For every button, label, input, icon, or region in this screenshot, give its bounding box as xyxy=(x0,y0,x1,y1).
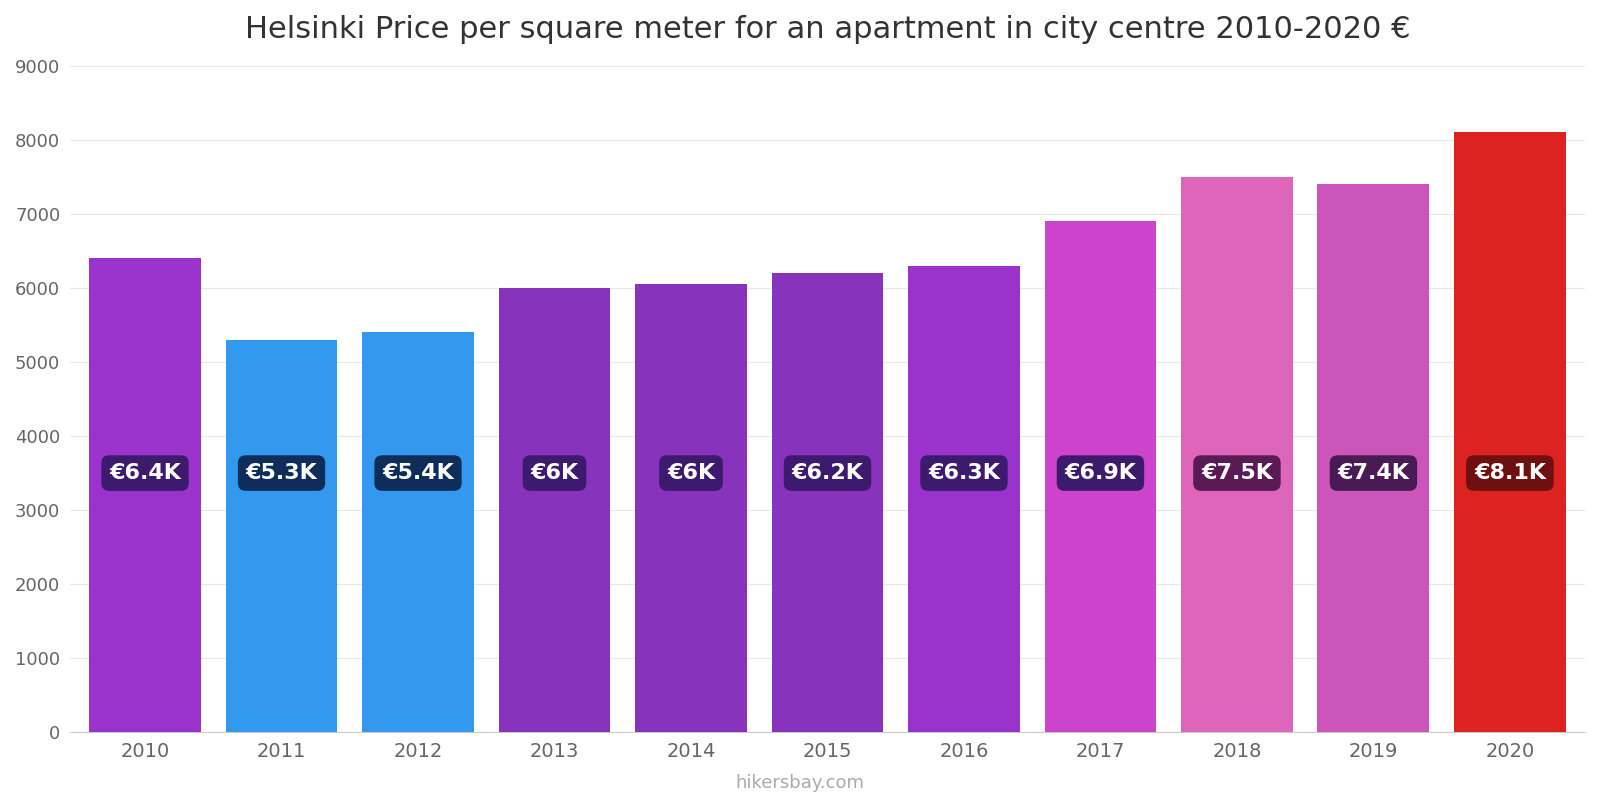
Bar xyxy=(909,266,1019,732)
Bar xyxy=(635,284,747,732)
Bar xyxy=(1317,184,1429,732)
Bar xyxy=(1045,222,1157,732)
Bar xyxy=(1181,177,1293,732)
Bar xyxy=(1454,133,1566,732)
Text: €5.4K: €5.4K xyxy=(382,463,454,483)
Text: €7.4K: €7.4K xyxy=(1338,463,1410,483)
Text: €6K: €6K xyxy=(531,463,579,483)
Text: €6.9K: €6.9K xyxy=(1064,463,1136,483)
Text: €5.3K: €5.3K xyxy=(246,463,317,483)
Text: €6.4K: €6.4K xyxy=(109,463,181,483)
Bar xyxy=(90,258,202,732)
Bar xyxy=(226,340,338,732)
Title: Helsinki Price per square meter for an apartment in city centre 2010-2020 €: Helsinki Price per square meter for an a… xyxy=(245,15,1410,44)
Text: hikersbay.com: hikersbay.com xyxy=(736,774,864,792)
Bar xyxy=(362,332,474,732)
Text: €6K: €6K xyxy=(667,463,715,483)
Text: €6.2K: €6.2K xyxy=(792,463,864,483)
Bar xyxy=(499,288,611,732)
Text: €7.5K: €7.5K xyxy=(1202,463,1274,483)
Text: €8.1K: €8.1K xyxy=(1474,463,1546,483)
Bar xyxy=(771,273,883,732)
Text: €6.3K: €6.3K xyxy=(928,463,1000,483)
